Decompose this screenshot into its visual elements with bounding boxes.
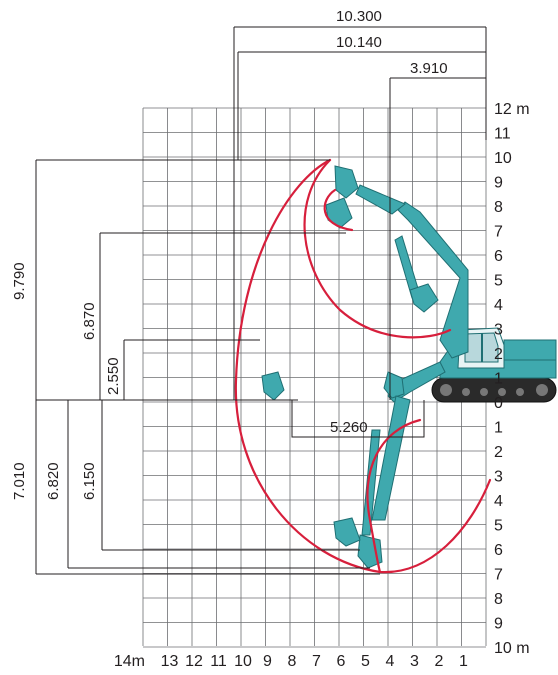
y-tick-label: 4 — [494, 297, 503, 314]
dimension-lines — [35, 26, 487, 575]
y-tick-label: 7 — [494, 567, 503, 584]
envelope-small-loop — [323, 188, 354, 232]
bucket-reach — [325, 197, 353, 229]
x-axis-ticks: 14m 13 12 11 10 9 8 7 6 5 4 3 2 1 — [114, 653, 468, 670]
engine-hood — [503, 339, 557, 361]
y-tick-label: 2 — [494, 444, 503, 461]
track-rollers — [440, 384, 548, 396]
x-tick-label: 8 — [288, 653, 297, 670]
y-tick-label: 6 — [494, 542, 503, 559]
x-tick-label: 4 — [386, 653, 395, 670]
x-tick-label: 1 — [459, 653, 468, 670]
y-tick-label: 1 — [494, 371, 503, 388]
stick-raised — [355, 184, 406, 215]
label-min-dump-height: 2.550 — [105, 357, 122, 395]
y-tick-label: 2 — [494, 346, 503, 363]
y-tick-label: 5 — [494, 273, 503, 290]
dim-max-reach-line — [237, 51, 486, 160]
dim-vertical-wall-line — [101, 400, 360, 551]
dimension-labels: 10.300 10.140 3.910 5.260 9.790 6.870 2.… — [11, 8, 448, 500]
label-level-cut-length: 5.260 — [330, 419, 368, 436]
y-tick-label: 8 — [494, 199, 503, 216]
envelope-outer — [234, 158, 492, 574]
dim-min-dump-height-line — [123, 339, 260, 400]
x-tick-label: 7 — [312, 653, 321, 670]
x-tick-label: 6 — [337, 653, 346, 670]
y-tick-label: 7 — [494, 224, 503, 241]
y-tick-label: 3 — [494, 322, 503, 339]
dim-max-dig-height-line — [35, 159, 330, 400]
x-tick-label: 10 — [234, 653, 252, 670]
y-tick-label: 10 — [494, 150, 512, 167]
x-tick-label: 11 — [210, 653, 227, 670]
dim-max-reach-ground-line — [233, 26, 487, 400]
y-tick-label: 9 — [494, 175, 503, 192]
dim-depth-2440-line — [67, 400, 370, 569]
envelope-lower — [366, 418, 422, 574]
label-max-depth-2440: 6.820 — [45, 462, 62, 500]
y-tick-label: 5 — [494, 518, 503, 535]
label-max-dump-height: 6.870 — [81, 302, 98, 340]
y-tick-label: 12 m — [494, 101, 530, 118]
x-tick-label: 2 — [435, 653, 444, 670]
y-tick-label: 4 — [494, 493, 503, 510]
dim-min-swing-line — [389, 77, 486, 400]
bucket-deep-2 — [333, 517, 361, 547]
y-tick-label: 6 — [494, 248, 503, 265]
y-tick-label: 8 — [494, 591, 503, 608]
label-max-digging-height: 9.790 — [11, 262, 28, 300]
dim-max-dump-height-line — [99, 232, 346, 400]
label-max-digging-depth: 7.010 — [11, 462, 28, 500]
x-tick-label: 3 — [410, 653, 419, 670]
bucket-deep — [357, 534, 383, 569]
x-tick-label: 9 — [263, 653, 272, 670]
y-tick-label: 10 m — [494, 640, 530, 657]
working-range-envelope — [234, 158, 492, 574]
label-max-reach-ground: 10.300 — [336, 8, 382, 25]
y-tick-label: 9 — [494, 616, 503, 633]
x-tick-label: 14m — [114, 653, 145, 670]
label-max-reach: 10.140 — [336, 34, 382, 51]
x-tick-label: 13 — [161, 653, 179, 670]
dim-max-dig-depth-line — [35, 400, 380, 575]
label-max-vertical-wall-depth: 6.150 — [81, 462, 98, 500]
x-tick-label: 5 — [361, 653, 370, 670]
bucket-ground — [383, 371, 405, 399]
y-tick-label: 1 — [494, 420, 503, 437]
excavator — [261, 165, 557, 569]
x-tick-label: 12 — [185, 653, 203, 670]
y-tick-label: 11 — [494, 126, 511, 143]
y-tick-label: 0 — [494, 395, 503, 412]
bucket-tucked — [409, 283, 439, 313]
y-tick-label: 3 — [494, 469, 503, 486]
envelope-inner-top — [303, 158, 452, 339]
bucket-floating — [261, 371, 285, 401]
label-min-swing-radius: 3.910 — [410, 60, 448, 77]
bucket-top — [334, 165, 359, 199]
dim-level-cut-line — [291, 400, 425, 438]
